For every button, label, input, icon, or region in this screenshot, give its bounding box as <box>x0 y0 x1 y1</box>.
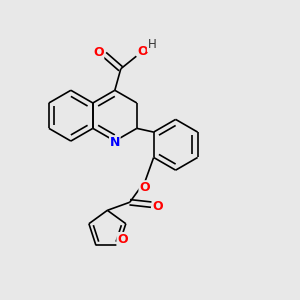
Text: H: H <box>148 38 156 51</box>
Text: O: O <box>152 200 163 213</box>
Text: N: N <box>110 136 120 149</box>
Text: O: O <box>138 45 148 58</box>
Text: O: O <box>117 232 128 246</box>
Text: O: O <box>139 181 150 194</box>
Text: O: O <box>93 46 104 59</box>
